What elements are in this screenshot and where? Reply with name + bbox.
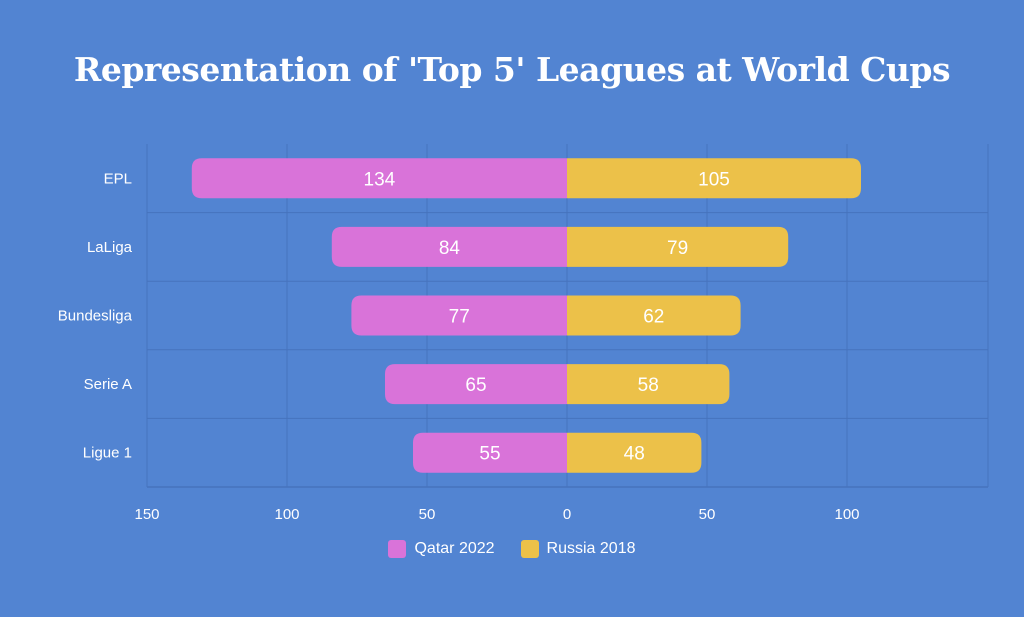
x-tick-label: 50: [419, 506, 436, 523]
bar-right[interactable]: [567, 364, 730, 405]
category-label: EPL: [104, 170, 132, 187]
legend-label-right: Russia 2018: [546, 540, 636, 557]
legend-item-left[interactable]: Qatar 2022: [388, 540, 495, 558]
category-label: Ligue 1: [83, 445, 132, 462]
bar-right[interactable]: [567, 226, 789, 267]
data-label: 105: [698, 169, 730, 190]
x-tick-label: 0: [563, 506, 571, 523]
chart-title: Representation of 'Top 5' Leagues at Wor…: [73, 50, 951, 89]
bar-left[interactable]: [413, 432, 567, 473]
legend-swatch-left: [388, 540, 407, 558]
bar-left[interactable]: [331, 226, 567, 267]
data-label: 55: [479, 444, 500, 465]
x-tick-label: 100: [834, 506, 859, 523]
data-label: 58: [638, 375, 659, 396]
category-label: Serie A: [84, 376, 132, 393]
data-label: 48: [624, 444, 645, 465]
bar-right[interactable]: [567, 295, 741, 336]
legend-item-right[interactable]: Russia 2018: [520, 540, 636, 558]
legend-label-left: Qatar 2022: [414, 540, 495, 557]
bar-left[interactable]: [351, 295, 567, 336]
data-label: 84: [439, 238, 461, 259]
x-tick-label: 100: [274, 506, 299, 523]
bar-left[interactable]: [191, 158, 568, 199]
bar-right[interactable]: [567, 432, 702, 473]
data-label: 77: [449, 307, 470, 328]
x-tick-label: 150: [134, 506, 159, 523]
x-tick-label: 50: [699, 506, 716, 523]
legend-swatch-right: [520, 540, 539, 558]
legend: Qatar 2022 Russia 2018: [0, 540, 1024, 558]
bar-right[interactable]: [567, 158, 861, 199]
data-label: 65: [465, 375, 486, 396]
bar-left[interactable]: [385, 364, 567, 405]
data-label: 79: [667, 238, 688, 259]
category-label: Bundesliga: [58, 308, 133, 325]
category-label: LaLiga: [87, 239, 133, 256]
data-label: 62: [643, 307, 664, 328]
data-label: 134: [364, 169, 396, 190]
